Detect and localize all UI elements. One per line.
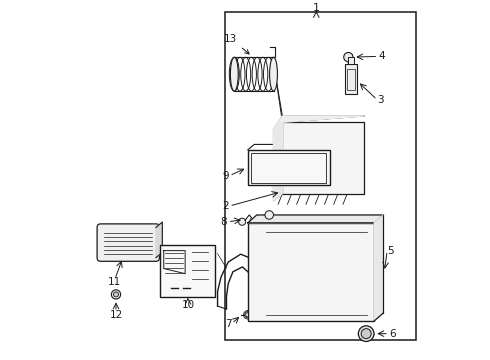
Polygon shape [164,251,185,274]
Bar [225,12,416,340]
Text: 10: 10 [181,300,195,310]
Polygon shape [374,215,383,321]
Text: 3: 3 [378,95,384,105]
Bar [160,245,216,297]
Bar [248,150,330,185]
Bar [248,223,374,321]
Circle shape [114,292,119,297]
Bar [191,253,210,282]
Circle shape [265,211,273,219]
Polygon shape [273,122,282,201]
Text: 8: 8 [220,217,227,227]
Text: 4: 4 [379,51,385,62]
Bar [282,122,365,194]
Circle shape [239,218,245,225]
Text: 11: 11 [108,276,122,287]
Circle shape [361,329,371,339]
Text: 9: 9 [222,171,229,181]
Text: 6: 6 [390,329,396,339]
Text: 13: 13 [224,33,249,54]
Ellipse shape [230,57,238,91]
Ellipse shape [270,57,277,91]
Text: 5: 5 [388,246,394,256]
Text: 7: 7 [225,319,231,329]
Circle shape [111,290,121,299]
Circle shape [343,53,353,62]
Text: 1: 1 [313,3,320,13]
Polygon shape [248,215,383,223]
Bar [345,63,357,94]
Polygon shape [273,116,365,130]
FancyBboxPatch shape [97,224,159,261]
Text: 2: 2 [222,201,229,211]
Circle shape [358,326,374,342]
Bar [347,57,354,63]
Text: 12: 12 [109,310,122,320]
Polygon shape [156,222,162,258]
Bar [251,153,326,183]
Bar [346,69,355,90]
